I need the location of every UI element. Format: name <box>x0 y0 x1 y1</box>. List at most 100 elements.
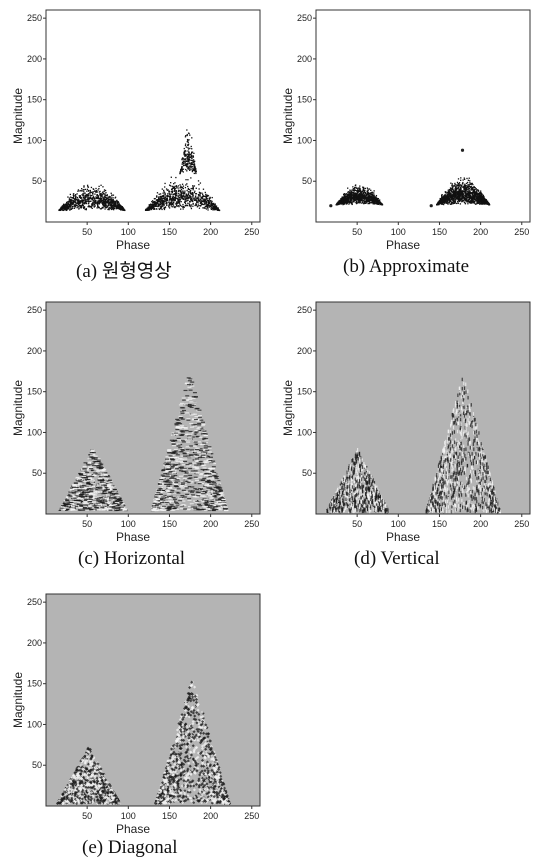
data-point <box>187 165 189 168</box>
data-point <box>62 209 64 212</box>
data-point <box>107 208 109 211</box>
data-point <box>191 169 194 172</box>
data-point <box>450 194 452 196</box>
data-point <box>460 198 463 201</box>
data-point <box>69 204 71 206</box>
data-point <box>367 189 369 191</box>
data-point <box>351 190 353 192</box>
data-point <box>362 192 365 195</box>
data-point <box>200 204 202 206</box>
data-point <box>375 200 377 202</box>
data-point <box>154 205 157 207</box>
data-point <box>474 203 477 205</box>
data-point <box>362 186 365 189</box>
data-point <box>188 160 190 163</box>
data-point <box>192 195 194 197</box>
data-point <box>479 196 481 199</box>
data-point <box>78 208 80 210</box>
data-point <box>102 196 104 199</box>
data-point <box>163 191 165 193</box>
data-point <box>483 197 485 200</box>
data-point <box>65 208 68 210</box>
data-point <box>367 197 369 200</box>
data-point <box>477 195 479 198</box>
data-point <box>162 205 164 207</box>
data-point <box>482 201 485 204</box>
data-point <box>163 197 166 199</box>
data-point <box>359 189 362 191</box>
data-point <box>442 199 444 201</box>
data-point <box>364 195 366 197</box>
data-point <box>213 209 216 211</box>
data-point <box>76 205 79 207</box>
data-point <box>442 197 444 199</box>
data-point <box>448 190 450 193</box>
data-point <box>108 202 110 205</box>
data-point <box>364 196 366 198</box>
data-point <box>104 204 106 206</box>
data-point <box>160 201 162 204</box>
data-point <box>72 200 74 202</box>
data-point <box>359 195 361 197</box>
data-point <box>451 183 454 185</box>
data-point <box>113 207 116 210</box>
data-point <box>79 205 81 207</box>
data-point <box>187 160 189 162</box>
data-point <box>364 191 366 194</box>
data-point <box>95 187 97 190</box>
data-point <box>364 187 366 190</box>
y-tick-label: 100 <box>27 135 42 145</box>
data-point <box>152 204 154 206</box>
data-point <box>89 189 91 192</box>
data-point <box>348 202 351 204</box>
data-point <box>102 202 104 205</box>
data-point <box>370 197 372 199</box>
data-point <box>153 202 155 204</box>
data-point <box>479 200 481 202</box>
data-point <box>462 196 464 198</box>
data-point <box>478 197 481 199</box>
data-point <box>442 200 445 202</box>
data-point <box>99 199 101 202</box>
data-point <box>196 200 198 203</box>
data-point <box>190 162 192 164</box>
data-point <box>459 184 462 186</box>
data-point <box>466 197 468 200</box>
data-point <box>106 200 108 202</box>
data-point <box>212 203 214 205</box>
data-point <box>116 200 118 203</box>
data-point <box>182 171 184 173</box>
data-point <box>110 200 112 202</box>
data-point <box>462 179 464 181</box>
data-point <box>351 201 353 203</box>
data-point <box>371 196 373 198</box>
data-point <box>172 203 174 206</box>
data-point <box>461 198 463 200</box>
data-point <box>478 201 480 203</box>
data-point <box>373 200 375 202</box>
data-point <box>480 196 482 198</box>
data-point <box>104 195 106 197</box>
data-point <box>208 202 211 205</box>
data-point <box>357 200 359 202</box>
data-point <box>468 188 470 190</box>
data-point <box>451 187 454 189</box>
data-point <box>470 192 472 194</box>
x-tick-label: 100 <box>391 227 406 237</box>
data-point <box>89 197 91 199</box>
data-point <box>369 196 371 198</box>
data-point <box>186 140 188 143</box>
data-point <box>119 204 122 207</box>
data-point <box>459 189 462 192</box>
data-point <box>447 193 450 195</box>
data-point <box>367 195 369 197</box>
data-point <box>206 199 209 202</box>
data-point <box>103 201 105 203</box>
data-point <box>337 203 340 205</box>
data-point <box>467 201 469 203</box>
data-point <box>445 195 447 197</box>
data-point <box>195 170 197 172</box>
data-point <box>99 190 101 193</box>
data-point <box>460 179 462 181</box>
data-point <box>377 202 379 204</box>
